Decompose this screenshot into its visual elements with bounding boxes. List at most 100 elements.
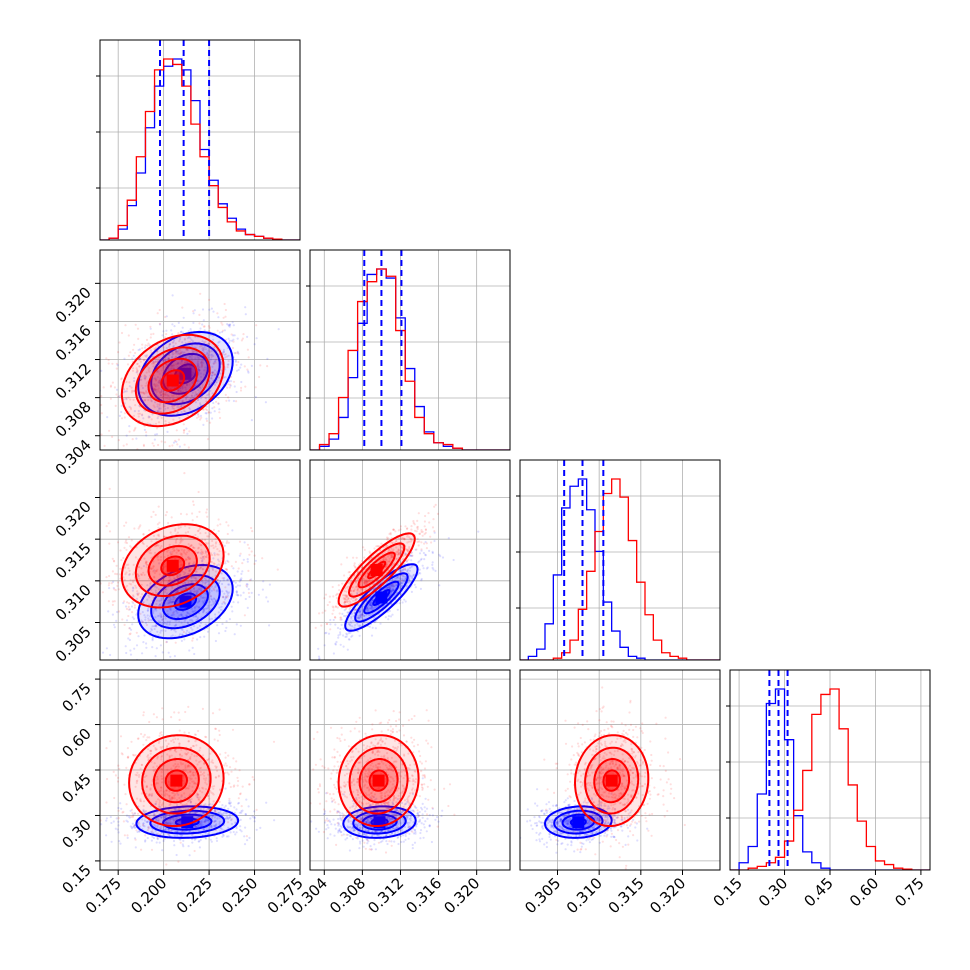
sample-point (170, 516, 173, 519)
sample-point (125, 814, 129, 817)
sample-point (377, 604, 380, 607)
sample-point (171, 294, 174, 297)
sample-point (142, 641, 145, 644)
sample-point (392, 528, 395, 531)
sample-point (370, 602, 373, 605)
sample-point (259, 364, 262, 367)
sample-point (174, 624, 177, 627)
sample-point (173, 558, 176, 561)
sample-point (192, 811, 195, 815)
sample-point (326, 622, 329, 626)
sample-point (193, 606, 197, 609)
sample-point (214, 613, 217, 616)
sample-point (205, 409, 209, 412)
sample-point (173, 844, 176, 847)
sample-point (203, 329, 206, 332)
sample-point (165, 821, 168, 824)
sample-point (350, 580, 353, 583)
density-peak-blue (179, 367, 192, 380)
sample-point (384, 616, 387, 619)
sample-point (168, 814, 171, 817)
sample-point (354, 566, 357, 569)
sample-point (201, 560, 204, 563)
sample-point (157, 370, 160, 373)
sample-point (161, 651, 164, 654)
sample-point (183, 588, 186, 591)
sample-point (186, 337, 189, 340)
sample-point (477, 530, 480, 533)
sample-point (170, 822, 173, 826)
sample-point (122, 388, 125, 391)
sample-point (400, 569, 403, 572)
sample-point (206, 630, 210, 633)
sample-point (188, 612, 191, 615)
sample-point (202, 602, 205, 605)
sample-point (188, 430, 191, 433)
sample-point (152, 610, 155, 613)
sample-point (424, 514, 427, 518)
contour-red (357, 551, 396, 589)
hist-blue-p2 (310, 268, 510, 450)
sample-point (124, 324, 127, 327)
contour-red (134, 346, 211, 415)
sample-point (134, 323, 137, 326)
sample-point (375, 606, 378, 609)
sample-point (395, 557, 398, 560)
sample-point (137, 635, 140, 638)
sample-point (230, 339, 233, 342)
sample-point (128, 425, 131, 428)
sample-point (199, 822, 202, 826)
sample-point (136, 573, 139, 576)
sample-point (383, 559, 386, 562)
sample-point (157, 588, 160, 591)
sample-point (370, 604, 373, 607)
sample-point (229, 383, 232, 386)
sample-point (243, 614, 246, 617)
sample-point (149, 582, 152, 586)
sample-point (237, 802, 240, 805)
sample-point (227, 359, 230, 363)
sample-point (200, 363, 203, 367)
sample-point (166, 430, 169, 433)
sample-point (175, 808, 178, 811)
sample-point (199, 345, 202, 348)
sample-point (385, 563, 388, 567)
sample-point (152, 510, 155, 513)
sample-point (165, 363, 168, 366)
sample-point (124, 605, 128, 608)
sample-point (395, 557, 398, 561)
sample-point (138, 825, 141, 828)
sample-point (240, 572, 243, 576)
sample-point (367, 578, 370, 582)
sample-point (362, 546, 365, 549)
sample-point (203, 609, 206, 612)
sample-point (221, 330, 224, 334)
sample-point (162, 596, 165, 599)
sample-point (193, 590, 196, 593)
sample-point (387, 537, 390, 540)
sample-point (408, 546, 411, 549)
sample-point (165, 391, 168, 394)
sample-point (200, 365, 203, 369)
sample-point (154, 385, 157, 388)
sample-point (137, 337, 140, 340)
sample-point (211, 814, 214, 817)
sample-point (343, 614, 346, 618)
sample-point (351, 625, 354, 628)
sample-point (203, 325, 206, 328)
sample-point (190, 544, 193, 547)
sample-point (246, 368, 249, 371)
sample-point (222, 348, 225, 351)
sample-point (171, 333, 174, 336)
sample-point (176, 804, 179, 807)
sample-point (131, 616, 134, 619)
sample-point (399, 578, 402, 581)
sample-point (396, 551, 399, 554)
sample-point (404, 525, 407, 528)
sample-point (203, 635, 206, 638)
sample-point (132, 813, 135, 816)
sample-point (335, 594, 338, 597)
sample-point (180, 540, 183, 543)
sample-point (361, 588, 364, 591)
sample-point (131, 369, 135, 372)
